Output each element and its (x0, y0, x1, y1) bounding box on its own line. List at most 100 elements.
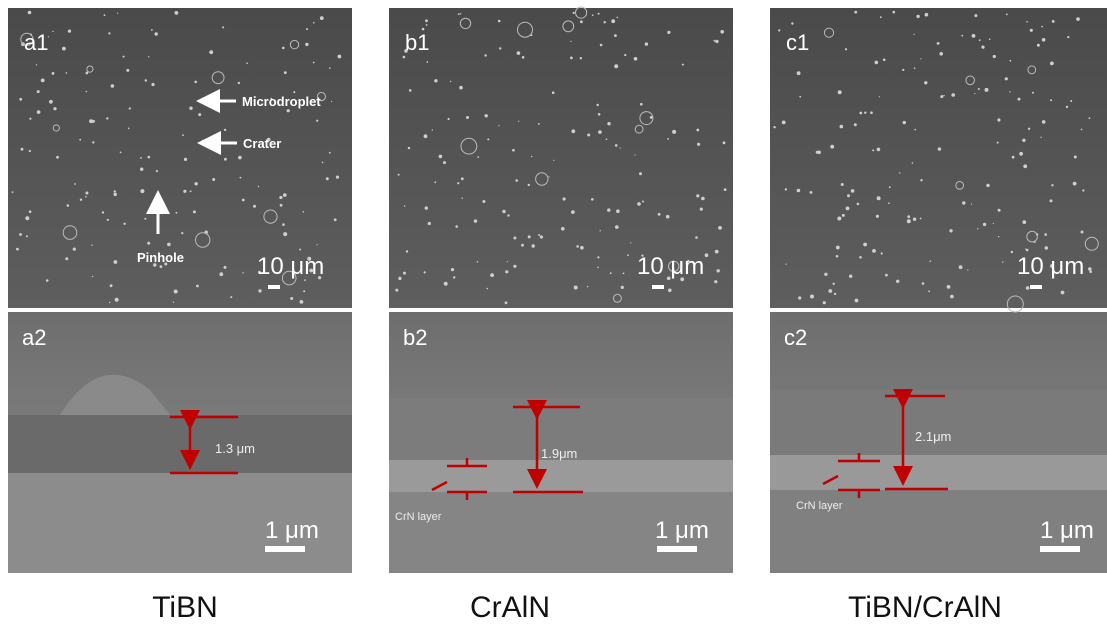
speckle (1026, 286, 1030, 290)
speckle (855, 299, 859, 303)
speckle (336, 176, 339, 179)
speckle (21, 148, 24, 151)
speckle (877, 148, 881, 152)
speckle (701, 197, 705, 201)
speckle (167, 243, 171, 247)
speckle (129, 107, 131, 109)
speckle (798, 296, 801, 299)
caption: TiBN/CrAlN (848, 591, 1002, 624)
speckle (466, 116, 469, 119)
speckle (700, 208, 703, 211)
speckle (961, 35, 963, 37)
speckle (123, 223, 125, 225)
speckle (426, 61, 428, 63)
speckle (778, 29, 780, 31)
speckle (899, 172, 900, 173)
speckle (561, 227, 565, 231)
speckle (198, 113, 201, 116)
speckle (833, 283, 835, 285)
speckle (114, 260, 118, 264)
speckle (978, 88, 980, 90)
speckle (85, 192, 88, 195)
speckle (104, 14, 106, 16)
speckle (849, 275, 852, 278)
panel-label: b1 (405, 30, 429, 55)
speckle (997, 118, 1000, 121)
speckle (1005, 77, 1008, 80)
panel-label: c1 (786, 30, 809, 55)
speckle (997, 142, 999, 144)
speckle (696, 129, 699, 132)
speckle (173, 302, 174, 303)
speckle (19, 233, 22, 236)
speckle (1050, 199, 1053, 202)
coating-layer (8, 415, 352, 473)
scale-bar (268, 285, 280, 289)
speckle (650, 116, 653, 119)
speckle (598, 13, 600, 15)
speckle (563, 197, 566, 200)
speckle (598, 113, 601, 116)
speckle (282, 223, 285, 226)
caption: TiBN (152, 591, 218, 624)
speckle (977, 228, 978, 229)
speckle (697, 143, 700, 146)
speckle (1010, 60, 1012, 62)
speckle (940, 95, 943, 98)
speckle (26, 235, 28, 237)
speckle (120, 152, 122, 154)
speckle (451, 268, 454, 271)
speckle (668, 289, 672, 293)
speckle (425, 19, 428, 22)
speckle (409, 89, 412, 92)
speckle (46, 279, 49, 282)
speckle (313, 62, 315, 64)
speckle (1042, 38, 1046, 42)
speckle (998, 209, 1001, 212)
speckle (1081, 129, 1083, 131)
speckle (280, 204, 283, 207)
speckle (896, 280, 899, 283)
speckle (155, 32, 158, 35)
speckle (194, 81, 197, 84)
panel-label: c2 (784, 325, 807, 350)
speckle (847, 194, 850, 197)
speckle (971, 204, 972, 205)
speckle (512, 149, 515, 152)
speckle (123, 56, 125, 58)
speckle (600, 230, 601, 231)
speckle (521, 244, 524, 247)
speckle (553, 160, 554, 161)
speckle (630, 242, 631, 243)
speckle (1074, 156, 1077, 159)
speckle (148, 156, 151, 159)
speckle (246, 62, 248, 64)
speckle (1002, 261, 1003, 262)
speckle (238, 82, 240, 84)
speckle (41, 79, 45, 83)
speckle (238, 156, 242, 160)
speckle (502, 210, 505, 213)
speckle (1042, 120, 1046, 124)
speckle (487, 138, 489, 140)
speckle (424, 271, 426, 273)
speckle (875, 61, 879, 65)
speckle (885, 274, 888, 277)
speckle (482, 200, 485, 203)
speckle (606, 138, 608, 140)
speckle (1041, 26, 1043, 28)
speckle (316, 120, 318, 122)
speckle (916, 15, 919, 18)
speckle (1018, 98, 1021, 101)
speckle (914, 67, 916, 69)
speckle (907, 215, 910, 218)
speckle (576, 245, 579, 248)
speckle (587, 134, 590, 137)
crn-layer (770, 455, 1107, 490)
speckle (16, 248, 19, 251)
speckle (303, 290, 305, 292)
speckle (477, 156, 479, 158)
scale-bar-label: 1 μm (1040, 517, 1094, 544)
speckle (111, 84, 115, 88)
speckle (398, 174, 400, 176)
